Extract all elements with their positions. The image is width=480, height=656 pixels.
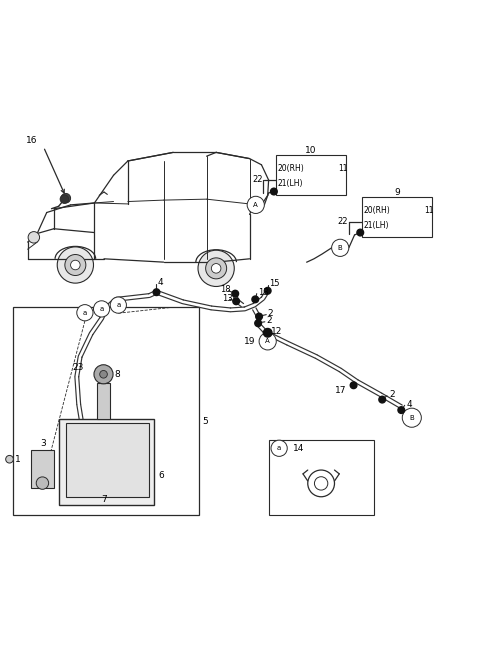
Circle shape: [60, 195, 69, 203]
Circle shape: [94, 301, 110, 317]
Text: a: a: [83, 310, 87, 316]
Circle shape: [357, 229, 364, 236]
Text: 2: 2: [266, 316, 272, 325]
Text: 15: 15: [269, 279, 279, 287]
Text: 1: 1: [15, 455, 21, 464]
Text: a: a: [116, 302, 120, 308]
Text: A: A: [253, 202, 258, 208]
Text: a: a: [277, 445, 281, 451]
Text: 21(LH): 21(LH): [278, 178, 303, 188]
Circle shape: [28, 232, 39, 243]
Text: 2: 2: [268, 309, 273, 318]
Text: 5: 5: [202, 417, 207, 426]
Text: 21(LH): 21(LH): [364, 220, 389, 230]
Circle shape: [57, 247, 94, 283]
Text: 23: 23: [72, 363, 84, 372]
Circle shape: [110, 297, 126, 313]
Text: 2: 2: [389, 390, 395, 400]
Text: 14: 14: [293, 443, 305, 453]
Bar: [276, 155, 347, 195]
Text: 20(RH): 20(RH): [364, 207, 390, 215]
Bar: [97, 383, 110, 419]
Circle shape: [255, 320, 262, 327]
Text: 13: 13: [222, 294, 232, 303]
Circle shape: [232, 291, 239, 297]
Bar: [13, 308, 199, 515]
Bar: [59, 419, 154, 504]
Text: a: a: [99, 306, 104, 312]
Circle shape: [198, 250, 234, 287]
Circle shape: [65, 255, 86, 276]
Circle shape: [6, 455, 13, 463]
Circle shape: [379, 396, 385, 403]
Bar: [31, 450, 54, 488]
Text: 13: 13: [258, 288, 269, 297]
Circle shape: [271, 188, 277, 195]
Circle shape: [36, 477, 48, 489]
Bar: [66, 423, 149, 497]
Text: 19: 19: [244, 337, 255, 346]
Text: 16: 16: [26, 136, 38, 146]
Text: 11: 11: [424, 207, 433, 215]
Circle shape: [308, 470, 335, 497]
Circle shape: [256, 313, 263, 320]
Circle shape: [94, 365, 113, 384]
Circle shape: [211, 264, 221, 273]
Circle shape: [314, 477, 328, 490]
Circle shape: [271, 440, 287, 457]
Text: 22: 22: [252, 175, 263, 184]
Circle shape: [332, 239, 349, 256]
Bar: [362, 197, 432, 237]
Text: 11: 11: [338, 165, 348, 173]
Bar: [269, 440, 373, 515]
Circle shape: [153, 289, 160, 296]
Text: 6: 6: [159, 472, 165, 480]
Circle shape: [264, 329, 272, 337]
Text: 4: 4: [158, 277, 164, 287]
Circle shape: [61, 194, 71, 203]
Text: B: B: [338, 245, 343, 251]
Circle shape: [350, 382, 357, 388]
Circle shape: [77, 304, 93, 321]
Text: 20(RH): 20(RH): [278, 165, 304, 173]
Circle shape: [259, 333, 276, 350]
Text: 22: 22: [337, 217, 348, 226]
Circle shape: [264, 287, 271, 294]
Circle shape: [205, 258, 227, 279]
Text: 3: 3: [40, 440, 46, 449]
Text: 18: 18: [220, 285, 230, 295]
Text: 7: 7: [101, 495, 107, 504]
Circle shape: [233, 298, 240, 304]
Circle shape: [398, 407, 405, 413]
Text: 10: 10: [305, 146, 317, 155]
Text: 8: 8: [114, 370, 120, 379]
Text: A: A: [265, 338, 270, 344]
Text: 4: 4: [406, 400, 412, 409]
Text: 17: 17: [336, 386, 347, 394]
Circle shape: [252, 296, 259, 302]
Circle shape: [247, 196, 264, 213]
Text: 9: 9: [394, 188, 400, 197]
Circle shape: [100, 371, 108, 378]
Text: B: B: [409, 415, 414, 420]
Circle shape: [402, 408, 421, 427]
Text: 12: 12: [271, 327, 282, 337]
Circle shape: [71, 260, 80, 270]
